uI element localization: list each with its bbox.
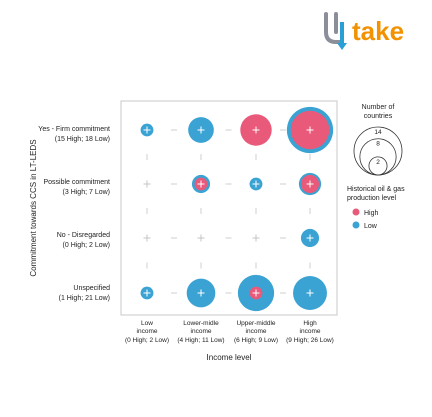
size-legend-marks: 14 8 2 bbox=[353, 126, 403, 176]
size-legend-title-1: Number of bbox=[362, 104, 395, 111]
x-label-2-line2: income bbox=[246, 328, 267, 335]
size-legend-value: 2 bbox=[376, 159, 380, 166]
y-axis-title: Commitment towards CCS in LT-LEDS bbox=[29, 139, 38, 276]
size-legend-value: 8 bbox=[376, 141, 380, 148]
x-sub-0: (0 High; 2 Low) bbox=[125, 337, 169, 344]
x-sub-1: (4 High; 11 Low) bbox=[177, 337, 224, 344]
x-sub-3: (9 High; 26 Low) bbox=[286, 337, 334, 344]
x-label-3-line1: High bbox=[303, 320, 317, 327]
x-axis-title: Income level bbox=[207, 353, 252, 362]
legend-swatch-high bbox=[352, 208, 360, 216]
legend-swatch-low bbox=[352, 221, 360, 229]
legend-label-high: High bbox=[364, 210, 379, 217]
color-legend: Historical oil & gas production level Hi… bbox=[347, 186, 405, 230]
size-legend-circle bbox=[368, 156, 388, 176]
y-label-1: Possible commitment bbox=[43, 179, 110, 186]
y-sub-3: (1 High; 21 Low) bbox=[59, 295, 110, 302]
x-axis-labels: Low income (0 High; 2 Low) Lower-midle i… bbox=[125, 320, 334, 344]
x-label-0-line1: Low bbox=[141, 320, 153, 327]
plot-frame bbox=[120, 100, 338, 316]
y-label-0: Yes - Firm commitment bbox=[38, 126, 110, 133]
y-sub-2: (0 High; 2 Low) bbox=[63, 242, 110, 249]
x-sub-2: (6 High; 9 Low) bbox=[234, 337, 278, 344]
utake-logo: take bbox=[324, 12, 404, 50]
grid-marks bbox=[146, 129, 311, 294]
size-legend-title-2: countries bbox=[364, 113, 393, 120]
color-legend-title-2: production level bbox=[347, 195, 396, 202]
color-legend-title-1: Historical oil & gas bbox=[347, 186, 405, 193]
bubble-layer bbox=[140, 106, 334, 312]
legend-label-low: Low bbox=[364, 223, 378, 230]
size-legend-value: 14 bbox=[374, 129, 382, 136]
y-axis-labels: Yes - Firm commitment (15 High; 18 Low) … bbox=[38, 126, 110, 302]
y-label-2: No - Disregarded bbox=[57, 232, 110, 239]
x-label-1-line1: Lower-midle bbox=[183, 320, 219, 327]
size-legend: Number of countries 14 8 2 bbox=[353, 104, 403, 176]
y-sub-0: (15 High; 18 Low) bbox=[55, 136, 110, 143]
y-label-3: Unspecified bbox=[73, 285, 110, 292]
logo-text: take bbox=[352, 16, 404, 46]
x-label-1-line2: income bbox=[191, 328, 212, 335]
x-label-0-line2: income bbox=[137, 328, 158, 335]
logo-u-symbol bbox=[324, 12, 347, 50]
y-sub-1: (3 High; 7 Low) bbox=[63, 189, 110, 196]
x-label-2-line1: Upper-middle bbox=[236, 320, 275, 327]
x-label-3-line2: income bbox=[300, 328, 321, 335]
